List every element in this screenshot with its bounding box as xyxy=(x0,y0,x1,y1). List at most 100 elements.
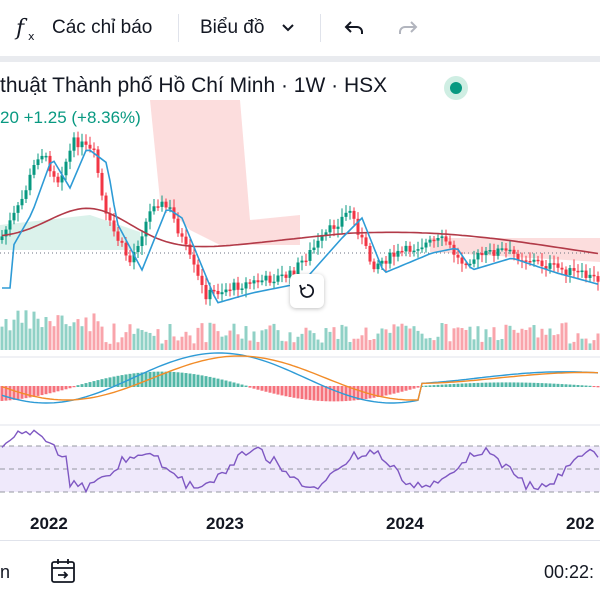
candle xyxy=(140,236,144,247)
macd-histogram-bar xyxy=(0,386,4,401)
signal-line xyxy=(1,355,599,401)
macd-histogram-bar xyxy=(140,372,144,387)
volume-bar xyxy=(416,330,420,350)
candle xyxy=(268,275,272,283)
candle xyxy=(160,201,164,207)
volume-bar xyxy=(576,333,580,350)
candle xyxy=(192,254,196,265)
reset-chart-button[interactable] xyxy=(290,274,324,308)
volume-bar xyxy=(108,343,112,350)
calendar-goto-icon[interactable] xyxy=(48,556,78,591)
candle xyxy=(216,290,220,295)
candle xyxy=(52,171,56,177)
volume-bar xyxy=(500,338,504,350)
macd-histogram-bar xyxy=(572,384,576,387)
interval-label[interactable]: n xyxy=(0,562,11,582)
chart-canvas[interactable] xyxy=(0,62,600,540)
macd-histogram-bar xyxy=(252,386,256,389)
chart-type-button[interactable]: Biểu đồ xyxy=(200,17,265,38)
macd-histogram-bar xyxy=(544,383,548,387)
volume-bar xyxy=(512,329,516,350)
macd-histogram-bar xyxy=(328,386,332,402)
macd-histogram-bar xyxy=(584,385,588,387)
volume-bar xyxy=(148,332,152,350)
macd-histogram-bar xyxy=(28,386,32,398)
volume-bar xyxy=(352,338,356,350)
macd-histogram-bar xyxy=(108,377,112,387)
macd-histogram-bar xyxy=(104,378,108,387)
market-status-icon[interactable] xyxy=(444,76,468,100)
macd-histogram-bar xyxy=(576,385,580,387)
macd-histogram-bar xyxy=(588,385,592,387)
candle xyxy=(184,236,188,245)
candle xyxy=(568,268,572,276)
macd-histogram-bar xyxy=(536,382,540,387)
macd-histogram-bar xyxy=(4,386,8,401)
macd-histogram-bar xyxy=(516,382,520,387)
macd-histogram-bar xyxy=(336,386,340,402)
macd-histogram-bar xyxy=(428,385,432,387)
fx-icon[interactable]: f x xyxy=(14,0,40,56)
macd-histogram-bar xyxy=(64,386,68,390)
macd-histogram-bar xyxy=(444,384,448,387)
candle xyxy=(288,270,292,278)
candle xyxy=(240,288,244,290)
volume-bar xyxy=(592,340,596,350)
candle xyxy=(116,231,120,241)
volume-bar xyxy=(356,338,360,350)
volume-bar xyxy=(144,331,148,350)
volume-bar xyxy=(548,328,552,350)
macd-histogram-bar xyxy=(284,386,288,397)
indicators-button[interactable]: Các chỉ báo xyxy=(52,17,153,38)
macd-histogram-bar xyxy=(144,372,148,387)
volume-bar xyxy=(340,324,344,350)
macd-histogram-bar xyxy=(552,383,556,387)
ichimoku-cloud xyxy=(0,215,140,250)
undo-icon[interactable] xyxy=(342,0,366,56)
macd-histogram-bar xyxy=(36,386,40,396)
candle xyxy=(420,247,424,250)
volume-bar xyxy=(524,329,528,350)
candle xyxy=(596,276,600,282)
candle xyxy=(180,233,184,237)
svg-text:x: x xyxy=(28,30,35,43)
volume-bar xyxy=(332,327,336,350)
chart-area[interactable] xyxy=(0,62,600,540)
candle xyxy=(464,263,468,266)
chevron-down-icon[interactable] xyxy=(280,0,296,56)
volume-bar xyxy=(24,310,28,350)
volume-bar xyxy=(428,337,432,350)
candle xyxy=(276,275,280,282)
volume-bar xyxy=(300,333,304,350)
candle xyxy=(440,236,444,239)
candle xyxy=(336,226,340,229)
macd-histogram-bar xyxy=(152,371,156,387)
candle xyxy=(76,137,80,148)
macd-histogram-bar xyxy=(84,383,88,387)
macd-histogram-bar xyxy=(508,382,512,387)
macd-histogram-bar xyxy=(368,386,372,399)
volume-bar xyxy=(88,331,92,350)
candle xyxy=(100,172,104,196)
candle xyxy=(584,270,588,278)
reset-icon xyxy=(299,284,315,298)
volume-bar xyxy=(384,329,388,350)
volume-bar xyxy=(336,338,340,350)
candle xyxy=(80,141,84,148)
redo-icon[interactable] xyxy=(396,0,420,56)
macd-histogram-bar xyxy=(548,383,552,387)
candle xyxy=(576,270,580,273)
macd-histogram-bar xyxy=(188,373,192,387)
volume-bar xyxy=(504,324,508,350)
candle xyxy=(144,221,148,237)
macd-histogram-bar xyxy=(56,386,60,392)
toolbar-divider xyxy=(178,14,179,42)
candle xyxy=(156,206,160,208)
toolbar-divider xyxy=(320,14,321,42)
macd-histogram-bar xyxy=(132,373,136,387)
macd-histogram-bar xyxy=(564,384,568,387)
macd-histogram-bar xyxy=(388,386,392,395)
volume-bar xyxy=(484,329,488,350)
candle xyxy=(32,165,36,175)
volume-bar xyxy=(456,327,460,350)
